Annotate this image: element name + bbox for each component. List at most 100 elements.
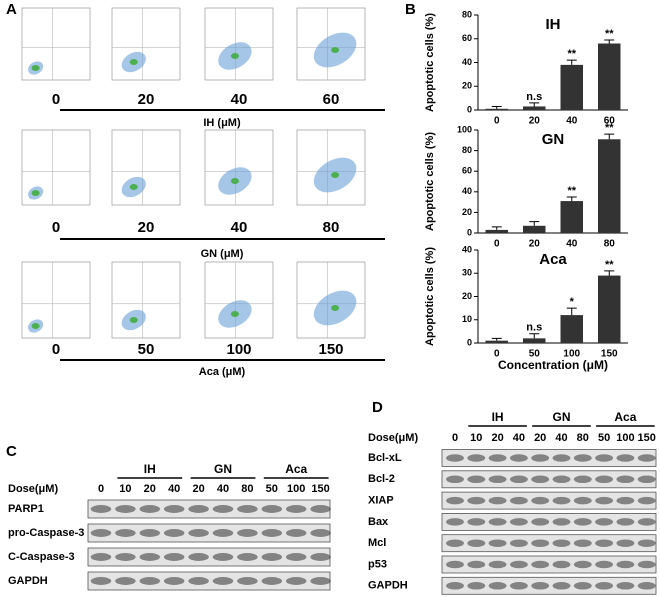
band xyxy=(488,560,507,569)
group-label: Aca xyxy=(614,410,636,424)
band xyxy=(488,539,507,547)
band xyxy=(552,454,571,462)
group-label: GN xyxy=(214,462,232,476)
y-tick-label: 40 xyxy=(462,244,472,254)
protein-label: pro-Caspase-3 xyxy=(8,527,84,539)
panel-label: C xyxy=(6,443,17,460)
dose: 50 xyxy=(266,483,278,495)
band xyxy=(488,518,507,526)
band xyxy=(115,529,136,537)
band xyxy=(531,496,550,505)
y-tick-label: 10 xyxy=(462,314,472,324)
band xyxy=(552,582,571,590)
error-bar xyxy=(529,333,540,339)
band xyxy=(237,529,258,537)
band xyxy=(261,553,283,561)
dose: 20 xyxy=(192,483,204,495)
band xyxy=(115,577,136,585)
flow-plot xyxy=(204,261,274,339)
band xyxy=(188,505,209,513)
bar xyxy=(598,43,621,110)
dose: 150 xyxy=(638,432,656,444)
band xyxy=(573,582,592,590)
band xyxy=(637,560,656,569)
dose: 150 xyxy=(311,483,329,495)
protein-label: C-Caspase-3 xyxy=(8,551,75,563)
band xyxy=(467,582,486,590)
error-bar xyxy=(566,307,577,316)
bar xyxy=(598,275,621,343)
band xyxy=(637,496,656,505)
y-tick-label: 20 xyxy=(462,81,472,91)
band xyxy=(552,496,571,505)
concentration-label: 0 xyxy=(52,219,60,236)
x-tick-label: 60 xyxy=(604,116,616,127)
flow-plot xyxy=(111,261,181,339)
significance: ** xyxy=(605,122,614,134)
bar xyxy=(485,340,508,343)
chart-title: GN xyxy=(542,131,565,148)
band xyxy=(509,539,528,547)
band xyxy=(163,553,185,561)
cell-core xyxy=(129,184,138,190)
band xyxy=(446,518,464,526)
band xyxy=(531,475,550,484)
cell-core xyxy=(230,311,239,317)
error-bar xyxy=(604,270,615,276)
x-tick-label: 0 xyxy=(494,116,500,127)
group-label: IH xyxy=(492,410,504,424)
dose: 40 xyxy=(217,483,229,495)
protein-label: Mcl xyxy=(368,537,386,549)
cell-core xyxy=(129,59,138,65)
x-tick-label: 100 xyxy=(563,349,580,360)
band xyxy=(446,496,464,505)
band xyxy=(310,505,331,513)
significance: n.s xyxy=(526,91,542,103)
dose: 20 xyxy=(534,432,546,444)
x-tick-label: 40 xyxy=(566,239,578,250)
band xyxy=(552,518,571,526)
band xyxy=(261,529,283,537)
error-bar xyxy=(529,102,540,107)
y-axis-label: Apoptotic cells (%) xyxy=(424,132,436,231)
band xyxy=(595,475,614,484)
band xyxy=(509,560,528,569)
band xyxy=(637,539,656,547)
bar xyxy=(523,225,546,233)
y-tick-label: 0 xyxy=(467,104,472,114)
concentration-label: 60 xyxy=(323,91,340,108)
concentration-label: 20 xyxy=(138,219,155,236)
dose-label: Dose(μM) xyxy=(368,432,418,444)
cell-core xyxy=(31,65,40,71)
band xyxy=(237,577,258,585)
band xyxy=(488,582,507,590)
band xyxy=(139,577,161,585)
band xyxy=(595,496,614,505)
y-tick-label: 60 xyxy=(462,33,472,43)
panel-label: B xyxy=(405,1,416,18)
band xyxy=(115,553,136,561)
concentration-label: 50 xyxy=(138,341,155,358)
band xyxy=(573,539,592,547)
band xyxy=(531,539,550,547)
band xyxy=(310,553,331,561)
band xyxy=(467,496,486,505)
band xyxy=(595,539,614,547)
band xyxy=(509,475,528,484)
band xyxy=(212,505,234,513)
bar xyxy=(523,106,546,110)
concentration-label: 0 xyxy=(52,91,60,108)
band xyxy=(212,577,234,585)
panel-label: D xyxy=(372,399,383,416)
significance: ** xyxy=(605,28,614,40)
x-tick-label: 50 xyxy=(529,349,541,360)
x-tick-label: 40 xyxy=(566,116,578,127)
band xyxy=(90,553,112,561)
band xyxy=(139,529,161,537)
band xyxy=(573,518,592,526)
dose: 0 xyxy=(452,432,458,444)
band xyxy=(595,560,614,569)
band xyxy=(467,454,486,462)
group-label: IH xyxy=(144,462,156,476)
